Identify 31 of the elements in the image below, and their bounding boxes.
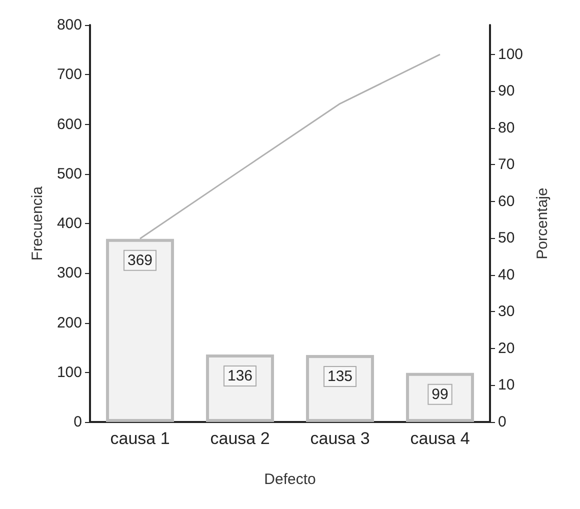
x-tick-label: causa 2	[210, 429, 270, 448]
y2-tick-label: 50	[498, 230, 515, 247]
y-tick-label: 300	[56, 264, 82, 282]
y2-tick-label: 90	[498, 82, 515, 100]
data-label: 99	[432, 386, 448, 403]
y2-tick-label: 0	[498, 414, 506, 430]
y2-tick-label: 10	[498, 376, 515, 394]
y-axis-title: Frecuencia	[29, 186, 46, 261]
y2-tick-label: 40	[498, 266, 515, 284]
x-tick-label: causa 4	[410, 429, 470, 448]
y-tick-label: 400	[56, 215, 82, 232]
y-tick-label: 0	[74, 414, 82, 430]
data-label: 369	[127, 252, 153, 269]
y-tick-label: 200	[56, 314, 82, 332]
y2-tick-label: 20	[498, 340, 515, 357]
x-axis-title: Defecto	[264, 471, 316, 488]
y2-tick-label: 60	[498, 192, 515, 210]
y-tick-label: 700	[56, 66, 82, 84]
y-tick-label: 800	[56, 16, 82, 34]
y2-tick-label: 70	[498, 156, 515, 174]
y2-tick-label: 30	[498, 303, 515, 320]
y-tick-label: 500	[56, 165, 82, 182]
x-tick-label: causa 1	[110, 429, 170, 448]
data-label: 135	[327, 368, 353, 386]
y-tick-label: 100	[56, 364, 82, 381]
y2-axis-title: Porcentaje	[534, 188, 551, 260]
y2-tick-label: 100	[498, 46, 524, 63]
y2-tick-label: 80	[498, 119, 515, 136]
y-tick-label: 600	[56, 116, 82, 133]
x-tick-label: causa 3	[310, 429, 370, 448]
data-label: 136	[227, 368, 253, 385]
